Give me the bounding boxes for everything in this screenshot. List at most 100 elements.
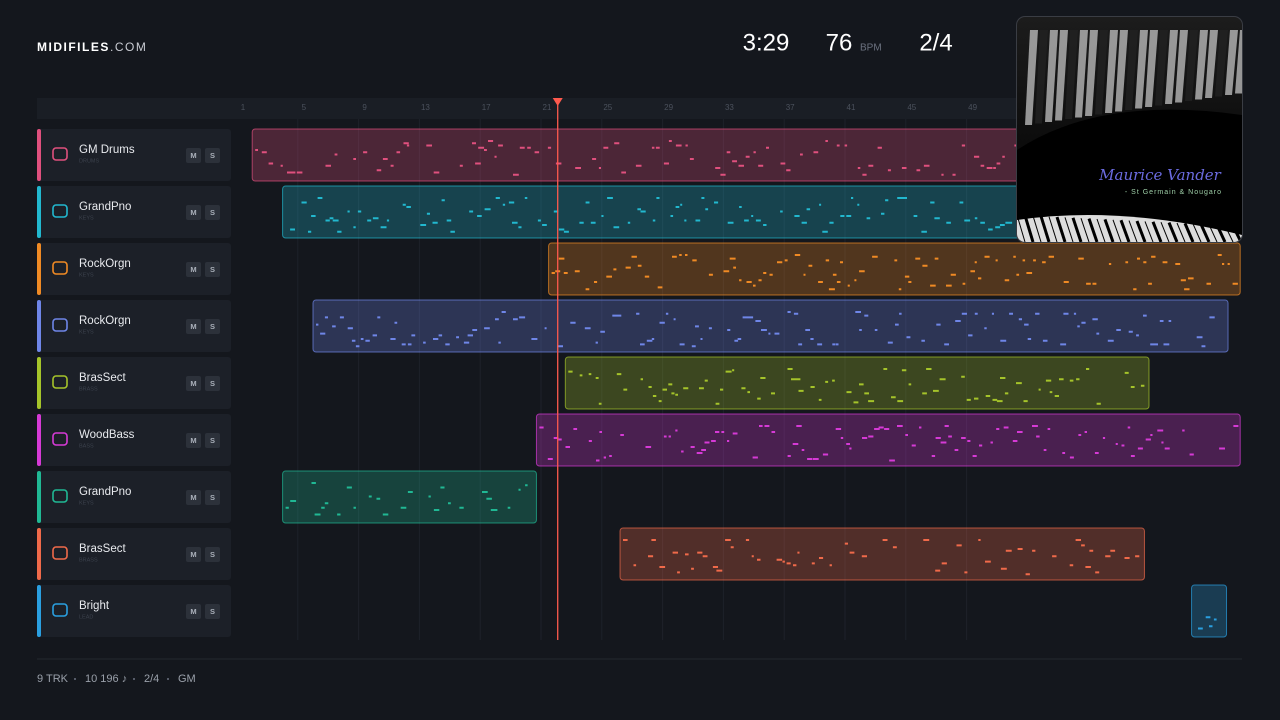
- cover-key: [1055, 30, 1068, 121]
- cover-key: [1071, 217, 1083, 242]
- track-header: [37, 414, 231, 466]
- clip: [619, 527, 1145, 581]
- cover-key: [1032, 215, 1042, 242]
- cover-subtitle: - St Germain & Nougaro: [1125, 189, 1222, 196]
- track-category: BRASS: [79, 386, 98, 392]
- clip-notes: [539, 425, 1239, 462]
- track-button-label: M: [190, 379, 196, 388]
- track-button[interactable]: [205, 547, 220, 562]
- artist: Maurice Vander: [1098, 166, 1222, 184]
- cover-key: [1135, 220, 1147, 242]
- track-name: GrandPno: [79, 486, 131, 498]
- track-button[interactable]: [186, 547, 201, 562]
- cover-key: [1151, 221, 1163, 242]
- track-button[interactable]: [205, 604, 220, 619]
- album-cover: Maurice Vander - St Germain & Nougaro: [1016, 16, 1243, 243]
- track-button[interactable]: [186, 376, 201, 391]
- track-button-label: S: [210, 493, 215, 502]
- cover-key: [1155, 30, 1168, 106]
- track-button-label: S: [210, 322, 215, 331]
- track-icon: [52, 546, 68, 560]
- track-name: RockOrgn: [79, 315, 131, 327]
- track-header: [37, 528, 231, 580]
- track-button[interactable]: [205, 319, 220, 334]
- track-icon: [52, 147, 68, 161]
- cover-key: [1208, 224, 1218, 242]
- track-button-label: M: [190, 436, 196, 445]
- footer-notes: 10 196 ♪: [85, 673, 127, 685]
- track-button-label: S: [210, 379, 215, 388]
- track-button[interactable]: [186, 319, 201, 334]
- track-name: Bright: [79, 600, 110, 612]
- cover-key: [1192, 223, 1202, 242]
- cover-key: [1167, 222, 1179, 242]
- track-button[interactable]: [205, 262, 220, 277]
- clip-notes: [1198, 616, 1217, 630]
- track-name: GrandPno: [79, 201, 131, 213]
- ruler-label: 49: [968, 103, 977, 112]
- cover-key: [1185, 30, 1198, 101]
- clip-notes: [551, 254, 1238, 291]
- track-button[interactable]: [205, 433, 220, 448]
- track-button[interactable]: [205, 148, 220, 163]
- clip-region: [1191, 584, 1228, 638]
- cover-key: [1183, 222, 1195, 242]
- tempo: 76: [826, 29, 853, 56]
- track-category: LEAD: [79, 614, 93, 620]
- cover-key: [1215, 30, 1228, 97]
- track-button-label: S: [210, 151, 215, 160]
- clip: [312, 299, 1229, 353]
- clip-region: [619, 527, 1145, 581]
- track-color: [37, 471, 41, 523]
- track-color: [37, 243, 41, 295]
- ruler-label: 1: [241, 103, 246, 112]
- track-color: [37, 414, 41, 466]
- cover-key: [1119, 219, 1131, 242]
- cover-key: [1215, 224, 1227, 242]
- ruler-label: 13: [421, 103, 430, 112]
- track-category: KEYS: [79, 500, 94, 506]
- cover-key: [1115, 30, 1128, 112]
- ruler-label: 25: [603, 103, 612, 112]
- separator: [167, 678, 169, 680]
- track-button[interactable]: [205, 490, 220, 505]
- ruler-label: 45: [907, 103, 916, 112]
- track-category: KEYS: [79, 215, 94, 221]
- track-button-label: M: [190, 265, 196, 274]
- cover-key: [1095, 30, 1108, 115]
- clip-region: [312, 299, 1229, 353]
- track-icon: [52, 489, 68, 503]
- track-icon: [52, 261, 68, 275]
- clip-region: [548, 242, 1241, 296]
- ruler-label: 41: [847, 103, 856, 112]
- time: 3:29: [743, 29, 790, 56]
- brand-suffix: .COM: [110, 40, 147, 54]
- track-button[interactable]: [186, 205, 201, 220]
- track-color: [37, 186, 41, 238]
- cover-key: [1087, 218, 1099, 242]
- cover-key: [1105, 30, 1118, 113]
- track-button[interactable]: [205, 376, 220, 391]
- track-name: GM Drums: [79, 144, 135, 156]
- cover-key: [1080, 218, 1090, 242]
- cover-key: [1145, 30, 1158, 107]
- track-button[interactable]: [186, 148, 201, 163]
- cover-key: [1103, 218, 1115, 242]
- cover-key: [1035, 30, 1048, 124]
- cover-key: [1075, 30, 1088, 118]
- ruler-label: 29: [664, 103, 673, 112]
- track-icon: [52, 204, 68, 218]
- separator: [133, 678, 135, 680]
- track-button[interactable]: [186, 490, 201, 505]
- track-button[interactable]: [186, 604, 201, 619]
- track-button[interactable]: [186, 433, 201, 448]
- cover-key: [1025, 30, 1038, 125]
- track-button[interactable]: [205, 205, 220, 220]
- cover-key: [1160, 222, 1170, 242]
- track-header: [37, 357, 231, 409]
- track-button[interactable]: [186, 262, 201, 277]
- meter: 2/4: [919, 29, 952, 56]
- cover-key: [1055, 216, 1067, 242]
- track-button-label: M: [190, 322, 196, 331]
